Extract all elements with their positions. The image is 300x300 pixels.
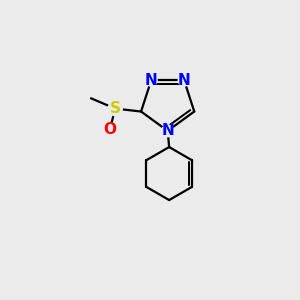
Text: O: O [103,122,116,137]
Text: N: N [145,73,158,88]
Text: S: S [110,101,121,116]
Circle shape [108,101,122,116]
Circle shape [178,74,190,86]
Text: N: N [178,73,190,88]
Circle shape [145,74,157,86]
Text: N: N [161,123,174,138]
Circle shape [162,125,174,137]
Circle shape [104,124,116,136]
